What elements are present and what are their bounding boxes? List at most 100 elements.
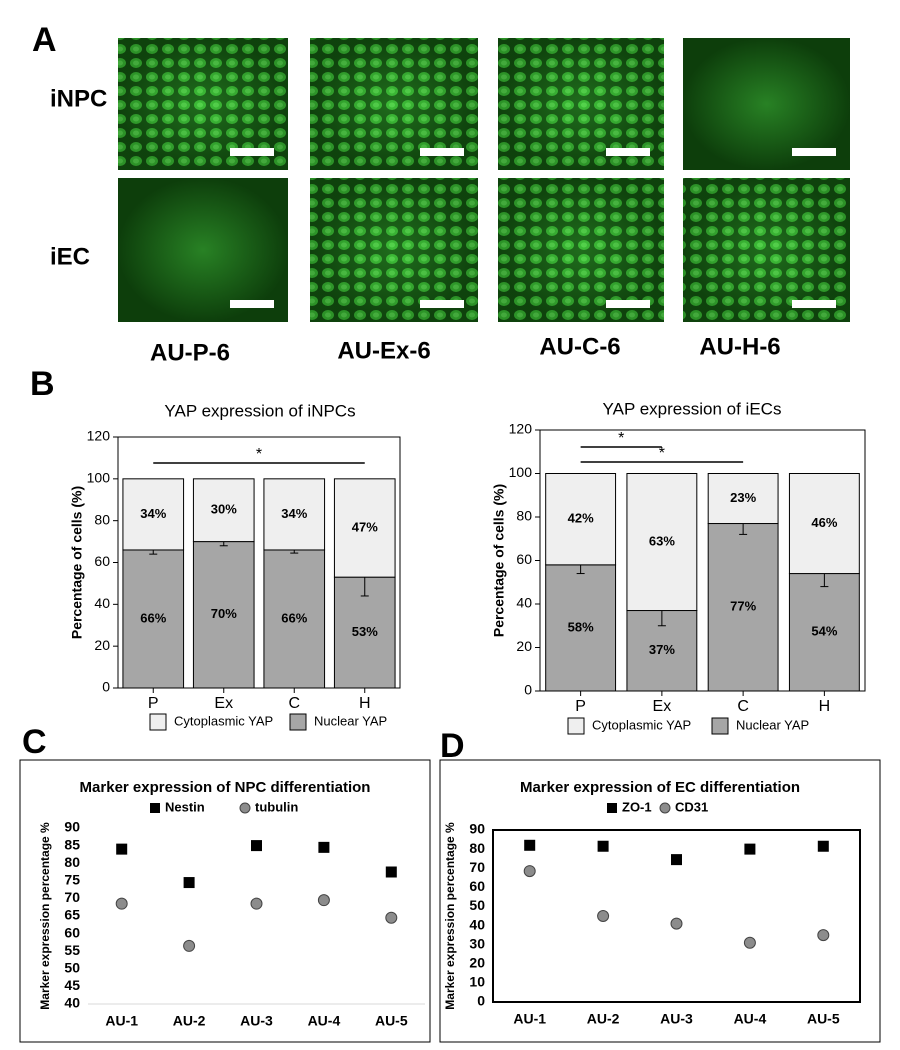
panel-label: A [32,21,57,59]
y-tick-label: 80 [516,508,532,524]
y-tick-label: 65 [64,907,80,923]
y-tick-label: 60 [94,553,110,569]
y-tick-label: 30 [469,935,485,951]
data-label: 34% [281,506,307,521]
data-label: 66% [281,610,307,625]
data-label: 63% [649,533,675,548]
legend-label: Cytoplasmic YAP [174,713,273,728]
y-tick-label: 55 [64,942,80,958]
x-tick-label: AU-3 [660,1011,693,1027]
x-tick-label: AU-1 [105,1013,138,1029]
y-tick-label: 85 [64,836,80,852]
data-label: 77% [730,599,756,614]
bar-segment [122,478,185,551]
x-tick-label: P [575,698,586,715]
y-tick-label: 0 [102,679,110,695]
x-tick-label: AU-4 [734,1011,767,1027]
significance-label: * [618,430,624,447]
plot-frame [492,829,861,1003]
data-label: 53% [352,624,378,639]
column-label: AU-H-6 [699,333,780,360]
legend-label: Nuclear YAP [736,717,809,732]
scale-bar [420,148,464,156]
y-tick-label: 60 [469,878,485,894]
point [318,841,330,853]
data-label: 23% [730,490,756,505]
legend-swatch [711,717,729,735]
legend-label: Nestin [165,799,205,814]
panel-label: B [30,365,55,403]
bar-segment [545,564,617,692]
legend-swatch [567,717,585,735]
point [250,897,263,910]
plot-frame [539,429,866,692]
row-label: iNPC [50,85,107,112]
x-tick-label: H [819,698,831,715]
legend-label: Cytoplasmic YAP [592,717,691,732]
y-axis-label: Percentage of cells (%) [491,484,507,637]
x-tick-label: Ex [653,698,672,715]
y-tick-label: 10 [469,974,485,990]
scale-bar [606,148,650,156]
legend-swatch [289,713,307,731]
y-tick-label: 0 [524,682,532,698]
panel-label: C [22,723,47,761]
column-label: AU-P-6 [150,339,230,366]
x-tick-label: AU-2 [587,1011,620,1027]
x-tick-label: AU-5 [807,1011,840,1027]
y-tick-label: 20 [94,637,110,653]
bar-segment [192,541,255,689]
point [317,894,330,907]
scale-bar [792,300,836,308]
panel-label: D [440,727,465,765]
scale-bar [230,148,274,156]
point [251,840,262,852]
point [670,917,683,930]
bar-segment [707,473,779,525]
y-axis-label: Marker expression percentage % [443,822,457,1010]
y-tick-label: 40 [94,595,110,611]
y-tick-label: 80 [469,840,485,856]
point [817,929,830,942]
y-tick-label: 80 [94,511,110,527]
point [115,897,128,910]
scale-bar [792,148,836,156]
legend-label: ZO-1 [622,799,652,814]
chart-title: YAP expression of iECs [603,399,782,418]
point [385,911,398,924]
y-tick-label: 40 [469,916,485,932]
data-label: 42% [568,511,594,526]
y-tick-label: 75 [64,872,80,888]
y-tick-label: 0 [477,993,485,1009]
x-tick-label: AU-2 [173,1013,206,1029]
x-tick-label: C [288,695,300,712]
x-tick-label: AU-3 [240,1013,273,1029]
x-tick-label: AU-4 [308,1013,341,1029]
micrographs [118,38,850,322]
y-tick-label: 50 [64,960,80,976]
panel-frame [439,759,881,1043]
x-tick-label: AU-5 [375,1013,408,1029]
point [744,843,756,855]
y-tick-label: 60 [64,924,80,940]
y-tick-label: 90 [64,819,80,835]
data-label: 46% [811,515,837,530]
plot-frame [117,436,401,689]
legend-label: Nuclear YAP [314,713,387,728]
point [597,840,609,852]
data-label: 47% [352,519,378,534]
bar-segment [707,523,779,692]
y-tick-label: 40 [64,995,80,1011]
row-label: iEC [50,243,90,270]
y-tick-label: 80 [64,854,80,870]
significance-label: * [659,445,665,462]
bar-segment [788,473,860,575]
y-tick-label: 120 [87,428,111,444]
x-tick-label: AU-1 [513,1011,546,1027]
bar-segment [263,478,326,551]
y-tick-label: 90 [469,821,485,837]
point [817,840,829,852]
point [183,877,195,889]
data-label: 66% [140,610,166,625]
